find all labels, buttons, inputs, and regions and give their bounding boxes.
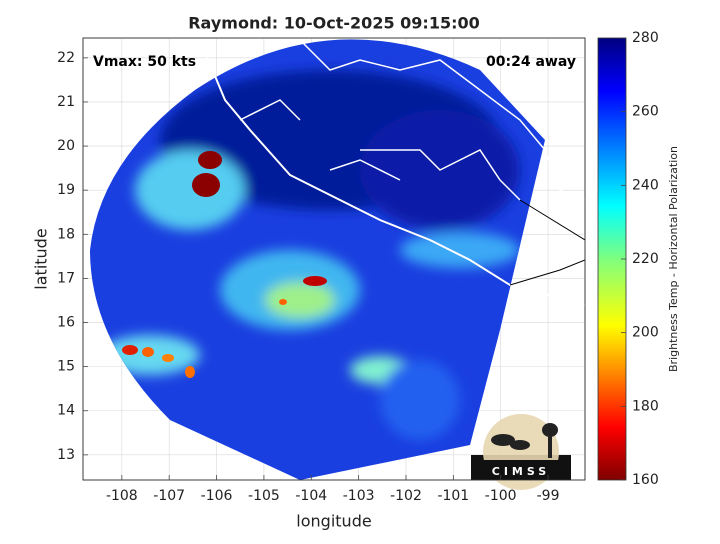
x-tick-label: -108 [106,488,138,504]
colorbar-tick-label: 260 [632,104,659,120]
x-tick-label: -102 [390,488,422,504]
x-axis-label: longitude [296,512,371,531]
x-tick-label: -101 [437,488,469,504]
x-tick-label: -107 [153,488,185,504]
colorbar-tick-label: 180 [632,398,659,414]
chart-title: Raymond: 10-Oct-2025 09:15:00 [188,14,480,33]
x-tick-label: -104 [295,488,327,504]
y-tick-label: 21 [57,94,75,110]
y-tick-label: 14 [57,403,75,419]
y-tick-label: 16 [57,315,75,331]
colorbar-tick-label: 200 [632,325,659,341]
plot-frame [82,37,586,481]
y-tick-label: 17 [57,270,75,286]
colorbar-tick-label: 160 [632,472,659,488]
vmax-annotation: Vmax: 50 kts [93,54,196,70]
away-annotation: 00:24 away [486,54,576,70]
logo-text: CIMSS [492,465,550,478]
y-tick-label: 13 [57,447,75,463]
y-tick-label: 20 [57,138,75,154]
x-tick-label: -106 [201,488,233,504]
colorbar-tick-label: 240 [632,177,659,193]
x-tick-label: -100 [485,488,517,504]
x-tick-label: -103 [343,488,375,504]
logo: CIMSS [471,414,571,490]
x-tick-label: -99 [537,488,560,504]
y-tick-label: 22 [57,50,75,66]
colorbar-label: Brightness Temp - Horizontal Polarizatio… [667,146,680,372]
y-tick-label: 18 [57,226,75,242]
colorbar-tick-label: 280 [632,30,659,46]
y-axis-label: latitude [32,228,51,289]
y-tick-label: 15 [57,359,75,375]
colorbar-tick-label: 220 [632,251,659,267]
x-tick-label: -105 [248,488,280,504]
y-tick-label: 19 [57,182,75,198]
